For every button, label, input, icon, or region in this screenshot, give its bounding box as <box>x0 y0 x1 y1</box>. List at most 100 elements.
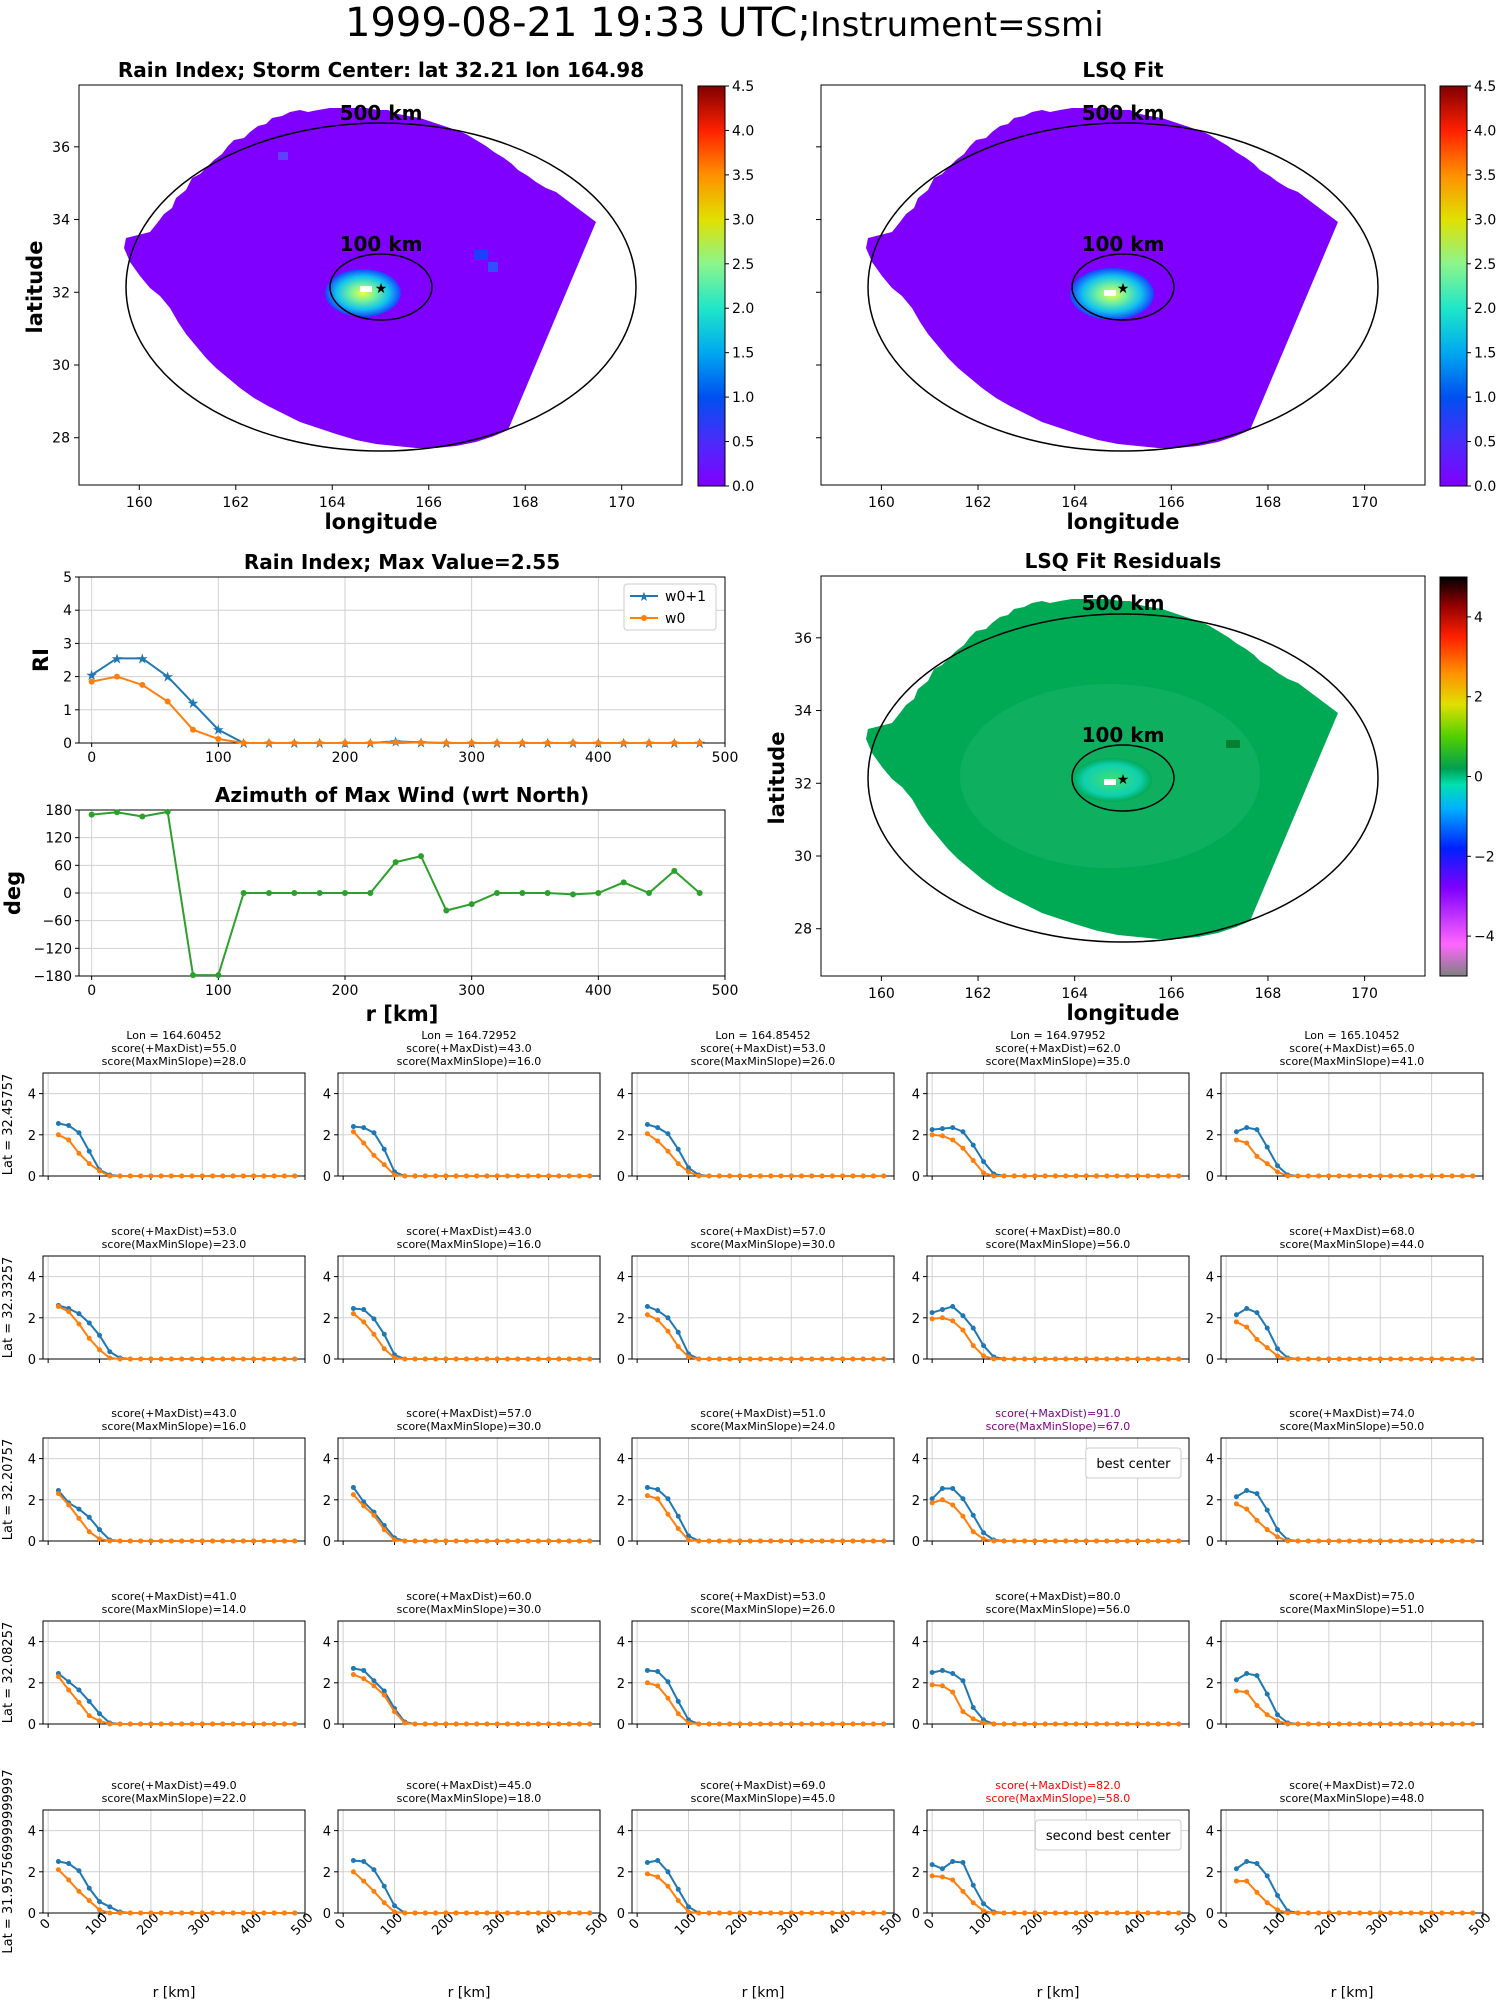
x-tick-label: 170 <box>1351 495 1378 511</box>
w0-point <box>371 1888 377 1894</box>
w0-point <box>706 1356 712 1362</box>
panel-score: score(+MaxDist)=57.0 <box>406 1407 531 1420</box>
w0-point <box>515 1538 521 1544</box>
w0-point <box>179 1910 185 1916</box>
legend-marker: ★ <box>638 590 650 605</box>
w0p1-point <box>107 1904 113 1910</box>
w0-point <box>342 740 348 746</box>
w0-point <box>484 1721 490 1727</box>
y-tick-label: 4 <box>28 1453 36 1468</box>
ring-100km <box>1071 744 1175 812</box>
ri-ylabel: RI <box>29 648 53 672</box>
w0-point <box>1316 1538 1322 1544</box>
row-lat-label: Lat = 32.20757 <box>1 1439 16 1541</box>
w0-point <box>433 1538 439 1544</box>
rain-index-map: Rain Index; Storm Center: lat 32.21 lon … <box>23 58 754 534</box>
w0-point <box>757 1910 763 1916</box>
w0-point <box>1408 1538 1414 1544</box>
w0-point <box>443 1910 449 1916</box>
y-tick-label: 4 <box>28 1088 36 1103</box>
w0-point <box>535 1173 541 1179</box>
w0-point <box>138 1173 144 1179</box>
w0-point <box>443 1356 449 1362</box>
grid-panel: 0 2 4 score(MaxMinSlope)=41.0score(+MaxDist… <box>1206 1029 1484 1185</box>
w0-point <box>1001 1356 1007 1362</box>
w0-point <box>1305 1910 1311 1916</box>
w0-point <box>251 1721 257 1727</box>
w0-point <box>686 1354 692 1360</box>
w0-point <box>1042 1538 1048 1544</box>
panel-score: score(MaxMinSlope)=51.0 <box>1280 1603 1425 1616</box>
grid-panel: 0 2 4 score(MaxMinSlope)=51.0score(+MaxDist… <box>1206 1590 1484 1733</box>
w0-point <box>1346 1910 1352 1916</box>
w0-point <box>716 1910 722 1916</box>
w0p1-point <box>655 1308 661 1314</box>
x-tick-label: 100 <box>378 1910 406 1938</box>
y-tick-label: 2 <box>1206 1677 1214 1692</box>
w0-point <box>392 1709 398 1715</box>
w0-point <box>671 740 678 746</box>
w0p1-point <box>981 1530 987 1536</box>
grid-panel: 0 2 4 score(MaxMinSlope)=56.0score(+MaxDist… <box>912 1225 1190 1368</box>
y-tick-label: 0 <box>323 1535 331 1550</box>
w0-point <box>939 1683 945 1689</box>
w0-point <box>525 1910 531 1916</box>
w0-point <box>271 1173 277 1179</box>
azimuth-point <box>215 972 222 979</box>
w0-point <box>1176 1721 1182 1727</box>
panel-score: score(+MaxDist)=60.0 <box>406 1590 531 1603</box>
plot-frame <box>926 1255 1190 1360</box>
w0-point <box>107 1173 113 1179</box>
annotation-box <box>1034 1819 1182 1851</box>
w0-point <box>768 1173 774 1179</box>
panel-score: score(+MaxDist)=65.0 <box>1289 1042 1414 1055</box>
w0-point <box>281 1910 287 1916</box>
y-tick-label: 1 <box>63 703 72 719</box>
w0p1-point <box>939 1667 945 1673</box>
x-tick-label: 0 <box>87 750 96 766</box>
w0-point <box>1429 1356 1435 1362</box>
w0p1-point <box>1244 1125 1250 1131</box>
w0-point <box>799 1173 805 1179</box>
w0-point <box>1244 1689 1250 1695</box>
y-tick-label: 4 <box>617 1271 625 1286</box>
w0-line <box>647 1872 884 1914</box>
w0p1-point <box>97 1527 103 1533</box>
w0-point <box>1073 1721 1079 1727</box>
w0p1-point: ★ <box>85 668 98 684</box>
w0p1-point <box>970 1142 976 1148</box>
w0-point <box>139 681 146 688</box>
w0-point <box>1295 1356 1301 1362</box>
w0-point <box>1429 1721 1435 1727</box>
azimuth-point <box>620 879 627 886</box>
w0-point <box>860 1538 866 1544</box>
w0p1-line <box>57 1489 295 1542</box>
lsq-map-title: LSQ Fit <box>1082 58 1164 82</box>
w0-point <box>1336 1173 1342 1179</box>
w0-point <box>484 1356 490 1362</box>
y-tick-label: 4 <box>1206 1271 1214 1286</box>
w0-point <box>587 1721 593 1727</box>
x-tick-label: 170 <box>608 495 635 511</box>
map-xlabel: longitude <box>1066 1001 1179 1025</box>
w0p1-point <box>55 1120 61 1126</box>
map-ylabel: latitude <box>765 732 789 825</box>
w0-point <box>870 1721 876 1727</box>
w0-point <box>1326 1910 1332 1916</box>
w0p1-point <box>1233 1129 1239 1135</box>
w0p1-point <box>939 1866 945 1872</box>
w0-point <box>788 1356 794 1362</box>
w0p1-point <box>1275 1163 1281 1169</box>
ring-500km <box>867 613 1379 943</box>
x-tick-label: 160 <box>868 986 895 1002</box>
w0-point <box>1357 1910 1363 1916</box>
w0-point <box>1388 1356 1394 1362</box>
y-tick-label: 4 <box>28 1636 36 1651</box>
w0-point <box>788 1721 794 1727</box>
w0-point <box>210 1910 216 1916</box>
w0-point <box>566 1910 572 1916</box>
w0-point <box>535 1538 541 1544</box>
legend-label: w0+1 <box>665 589 706 605</box>
w0-point <box>392 1909 398 1915</box>
w0-point <box>1316 1173 1322 1179</box>
